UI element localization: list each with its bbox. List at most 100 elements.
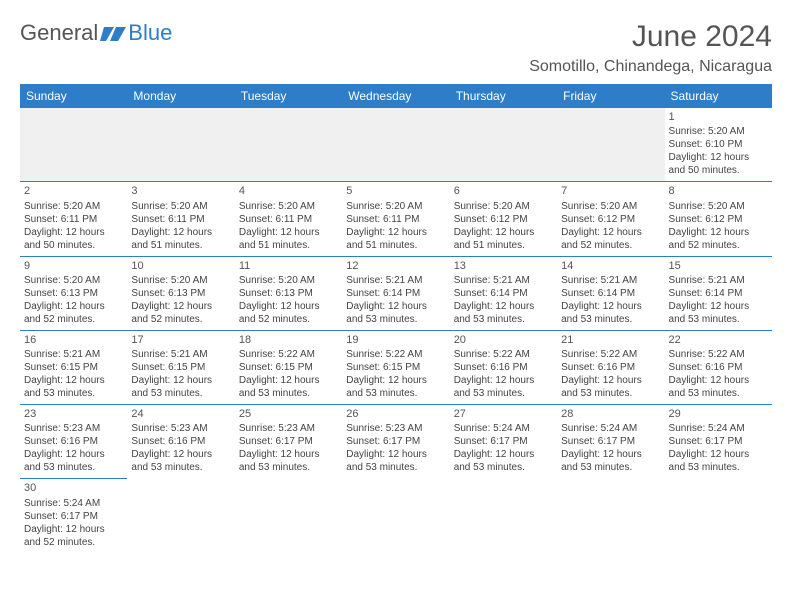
calendar-day-cell: 28Sunrise: 5:24 AMSunset: 6:17 PMDayligh… [557,405,664,479]
day-number: 8 [669,184,768,198]
calendar-day-cell: 1Sunrise: 5:20 AMSunset: 6:10 PMDaylight… [665,108,772,182]
day-number: 26 [346,407,445,421]
sunrise-text: Sunrise: 5:20 AM [131,274,230,287]
calendar-day-cell: 4Sunrise: 5:20 AMSunset: 6:11 PMDaylight… [235,182,342,256]
calendar-day-cell: 7Sunrise: 5:20 AMSunset: 6:12 PMDaylight… [557,182,664,256]
sunset-text: Sunset: 6:17 PM [454,435,553,448]
daylight-text: Daylight: 12 hours and 51 minutes. [346,226,445,252]
sunset-text: Sunset: 6:17 PM [239,435,338,448]
sunset-text: Sunset: 6:13 PM [131,287,230,300]
calendar-day-cell: 6Sunrise: 5:20 AMSunset: 6:12 PMDaylight… [450,182,557,256]
calendar-day-cell: 23Sunrise: 5:23 AMSunset: 6:16 PMDayligh… [20,405,127,479]
calendar-day-cell [127,108,234,182]
calendar-day-cell: 5Sunrise: 5:20 AMSunset: 6:11 PMDaylight… [342,182,449,256]
daylight-text: Daylight: 12 hours and 52 minutes. [669,226,768,252]
day-number: 17 [131,333,230,347]
daylight-text: Daylight: 12 hours and 53 minutes. [24,448,123,474]
day-number: 27 [454,407,553,421]
calendar-day-cell [450,108,557,182]
sunset-text: Sunset: 6:15 PM [239,361,338,374]
sunrise-text: Sunrise: 5:22 AM [239,348,338,361]
sunrise-text: Sunrise: 5:21 AM [346,274,445,287]
daylight-text: Daylight: 12 hours and 53 minutes. [131,448,230,474]
sunrise-text: Sunrise: 5:24 AM [561,422,660,435]
sunrise-text: Sunrise: 5:20 AM [131,200,230,213]
sunrise-text: Sunrise: 5:23 AM [24,422,123,435]
sunrise-text: Sunrise: 5:20 AM [561,200,660,213]
sunset-text: Sunset: 6:11 PM [131,213,230,226]
logo: General Blue [20,20,172,46]
sunset-text: Sunset: 6:17 PM [561,435,660,448]
sunset-text: Sunset: 6:12 PM [669,213,768,226]
weekday-header: Tuesday [235,84,342,108]
weekday-header: Sunday [20,84,127,108]
daylight-text: Daylight: 12 hours and 52 minutes. [561,226,660,252]
day-number: 22 [669,333,768,347]
sunrise-text: Sunrise: 5:21 AM [24,348,123,361]
calendar-day-cell [342,108,449,182]
calendar-day-cell [235,108,342,182]
sunset-text: Sunset: 6:11 PM [346,213,445,226]
sunset-text: Sunset: 6:15 PM [24,361,123,374]
calendar-day-cell: 14Sunrise: 5:21 AMSunset: 6:14 PMDayligh… [557,256,664,330]
day-number: 5 [346,184,445,198]
weekday-header: Thursday [450,84,557,108]
calendar-day-cell: 13Sunrise: 5:21 AMSunset: 6:14 PMDayligh… [450,256,557,330]
sunset-text: Sunset: 6:13 PM [239,287,338,300]
daylight-text: Daylight: 12 hours and 53 minutes. [131,374,230,400]
sunset-text: Sunset: 6:14 PM [561,287,660,300]
calendar-day-cell [665,479,772,553]
sunrise-text: Sunrise: 5:21 AM [131,348,230,361]
calendar-day-cell [127,479,234,553]
calendar-day-cell: 24Sunrise: 5:23 AMSunset: 6:16 PMDayligh… [127,405,234,479]
calendar-day-cell [450,479,557,553]
daylight-text: Daylight: 12 hours and 50 minutes. [24,226,123,252]
calendar-day-cell: 10Sunrise: 5:20 AMSunset: 6:13 PMDayligh… [127,256,234,330]
calendar-day-cell: 16Sunrise: 5:21 AMSunset: 6:15 PMDayligh… [20,330,127,404]
daylight-text: Daylight: 12 hours and 53 minutes. [669,374,768,400]
day-number: 20 [454,333,553,347]
day-number: 6 [454,184,553,198]
day-number: 11 [239,259,338,273]
calendar-week-row: 2Sunrise: 5:20 AMSunset: 6:11 PMDaylight… [20,182,772,256]
sunrise-text: Sunrise: 5:21 AM [669,274,768,287]
sunset-text: Sunset: 6:14 PM [669,287,768,300]
calendar-day-cell [557,108,664,182]
weekday-header: Monday [127,84,234,108]
sunrise-text: Sunrise: 5:20 AM [239,274,338,287]
calendar-day-cell: 18Sunrise: 5:22 AMSunset: 6:15 PMDayligh… [235,330,342,404]
daylight-text: Daylight: 12 hours and 53 minutes. [239,448,338,474]
calendar-day-cell: 11Sunrise: 5:20 AMSunset: 6:13 PMDayligh… [235,256,342,330]
sunset-text: Sunset: 6:12 PM [454,213,553,226]
sunrise-text: Sunrise: 5:22 AM [561,348,660,361]
day-number: 1 [669,110,768,124]
daylight-text: Daylight: 12 hours and 51 minutes. [239,226,338,252]
month-title: June 2024 [529,20,772,54]
calendar-day-cell: 12Sunrise: 5:21 AMSunset: 6:14 PMDayligh… [342,256,449,330]
day-number: 4 [239,184,338,198]
day-number: 18 [239,333,338,347]
daylight-text: Daylight: 12 hours and 51 minutes. [131,226,230,252]
calendar-week-row: 23Sunrise: 5:23 AMSunset: 6:16 PMDayligh… [20,405,772,479]
calendar-week-row: 30Sunrise: 5:24 AMSunset: 6:17 PMDayligh… [20,479,772,553]
daylight-text: Daylight: 12 hours and 53 minutes. [346,300,445,326]
sunset-text: Sunset: 6:15 PM [346,361,445,374]
sunrise-text: Sunrise: 5:24 AM [454,422,553,435]
sunrise-text: Sunrise: 5:24 AM [24,497,123,510]
day-number: 30 [24,481,123,495]
calendar-day-cell: 3Sunrise: 5:20 AMSunset: 6:11 PMDaylight… [127,182,234,256]
daylight-text: Daylight: 12 hours and 53 minutes. [561,300,660,326]
sunset-text: Sunset: 6:16 PM [669,361,768,374]
day-number: 25 [239,407,338,421]
sunrise-text: Sunrise: 5:22 AM [669,348,768,361]
calendar-day-cell: 9Sunrise: 5:20 AMSunset: 6:13 PMDaylight… [20,256,127,330]
sunrise-text: Sunrise: 5:23 AM [239,422,338,435]
day-number: 10 [131,259,230,273]
day-number: 23 [24,407,123,421]
calendar-day-cell: 15Sunrise: 5:21 AMSunset: 6:14 PMDayligh… [665,256,772,330]
calendar-day-cell: 25Sunrise: 5:23 AMSunset: 6:17 PMDayligh… [235,405,342,479]
daylight-text: Daylight: 12 hours and 53 minutes. [669,300,768,326]
sunrise-text: Sunrise: 5:23 AM [131,422,230,435]
sunset-text: Sunset: 6:11 PM [24,213,123,226]
daylight-text: Daylight: 12 hours and 53 minutes. [346,374,445,400]
